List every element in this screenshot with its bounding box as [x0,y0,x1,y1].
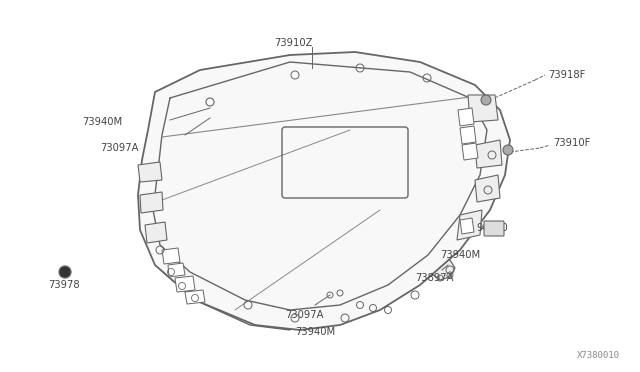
Polygon shape [475,140,502,168]
Polygon shape [162,248,180,264]
Text: 73910Z: 73910Z [274,38,312,48]
Text: 73940M: 73940M [82,117,122,127]
Text: 73918F: 73918F [548,70,586,80]
Text: 73940M: 73940M [440,250,480,260]
Polygon shape [198,108,220,127]
Polygon shape [140,192,163,213]
Polygon shape [320,278,345,295]
Text: 73097A: 73097A [285,310,323,320]
Polygon shape [185,290,205,304]
Text: 73097A: 73097A [100,143,138,153]
Text: X7380010: X7380010 [577,351,620,360]
Circle shape [481,95,491,105]
Polygon shape [138,52,510,330]
Circle shape [59,266,71,278]
FancyBboxPatch shape [484,221,504,236]
Text: 73897A: 73897A [415,273,454,283]
Text: 73910F: 73910F [553,138,590,148]
Polygon shape [168,263,185,277]
Polygon shape [457,210,482,240]
Text: 96750: 96750 [476,223,508,233]
Polygon shape [430,260,455,280]
Polygon shape [138,162,162,182]
Polygon shape [458,108,474,126]
Polygon shape [462,143,478,160]
Polygon shape [460,218,474,234]
Polygon shape [468,95,498,122]
Text: 73940M: 73940M [295,327,335,337]
Polygon shape [175,276,195,292]
Polygon shape [193,90,222,115]
Polygon shape [475,175,500,202]
Text: 73978: 73978 [48,280,79,290]
Circle shape [503,145,513,155]
Polygon shape [460,126,476,144]
Polygon shape [155,228,290,330]
Polygon shape [145,222,167,243]
